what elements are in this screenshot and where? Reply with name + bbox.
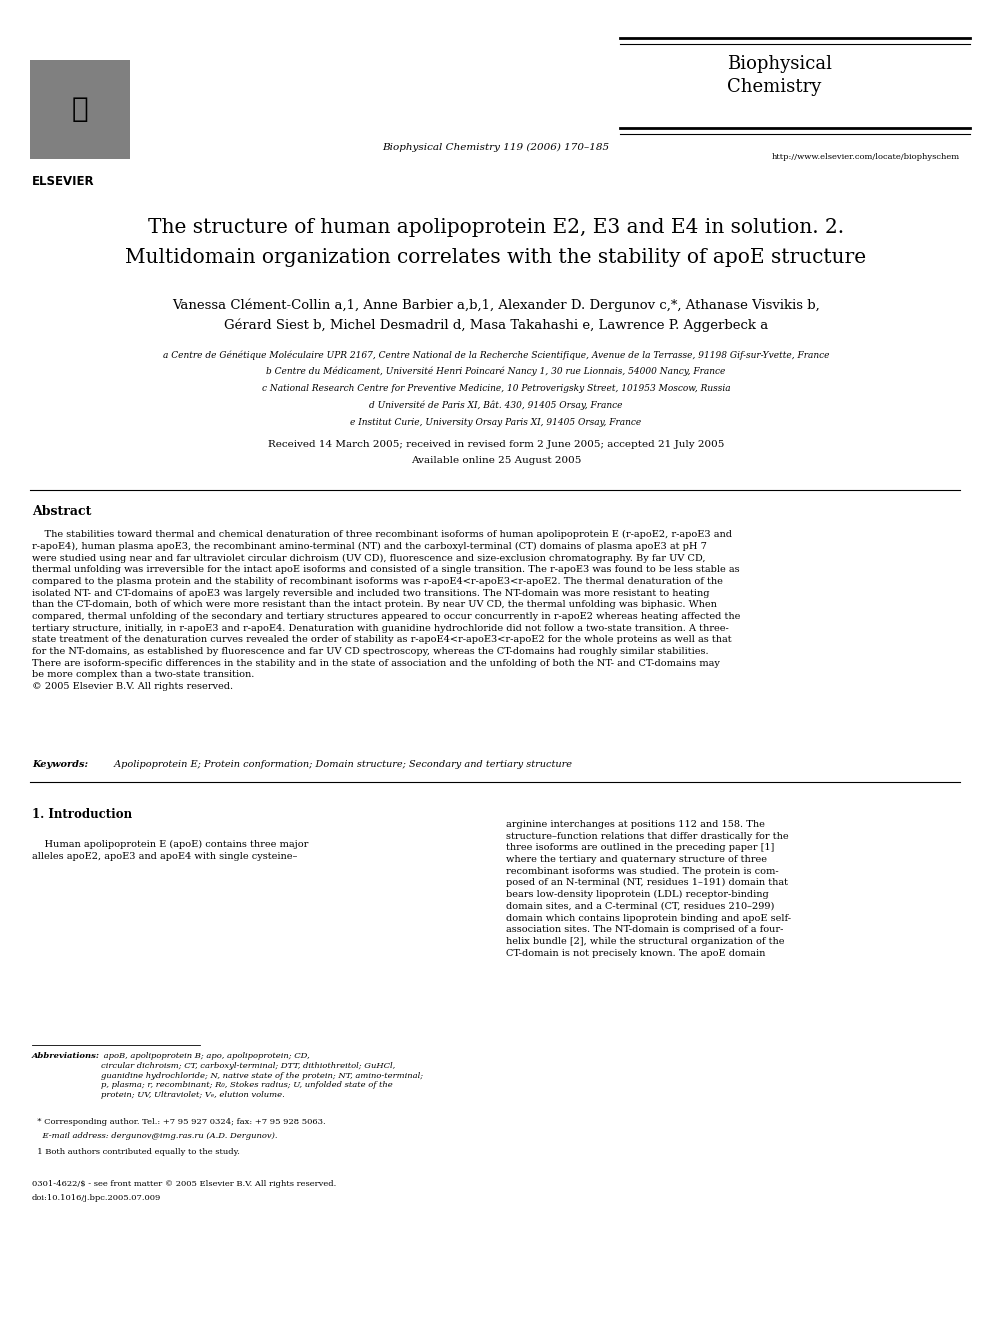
Text: Multidomain organization correlates with the stability of apoE structure: Multidomain organization correlates with… xyxy=(125,247,867,267)
Text: 1. Introduction: 1. Introduction xyxy=(32,808,132,822)
Text: The stabilities toward thermal and chemical denaturation of three recombinant is: The stabilities toward thermal and chemi… xyxy=(32,531,740,691)
Text: a Centre de Génétique Moléculaire UPR 2167, Centre National de la Recherche Scie: a Centre de Génétique Moléculaire UPR 21… xyxy=(163,351,829,360)
Text: 🌲: 🌲 xyxy=(71,95,88,123)
Text: Available online 25 August 2005: Available online 25 August 2005 xyxy=(411,456,581,464)
Text: http://www.elsevier.com/locate/biophyschem: http://www.elsevier.com/locate/biophysch… xyxy=(772,153,960,161)
Text: The structure of human apolipoprotein E2, E3 and E4 in solution. 2.: The structure of human apolipoprotein E2… xyxy=(148,218,844,237)
Text: Abbreviations:: Abbreviations: xyxy=(32,1052,100,1060)
Text: doi:10.1016/j.bpc.2005.07.009: doi:10.1016/j.bpc.2005.07.009 xyxy=(32,1193,162,1203)
Text: ELSEVIER: ELSEVIER xyxy=(32,175,94,188)
Text: e Institut Curie, University Orsay Paris XI, 91405 Orsay, France: e Institut Curie, University Orsay Paris… xyxy=(350,418,642,427)
Text: Biophysical Chemistry 119 (2006) 170–185: Biophysical Chemistry 119 (2006) 170–185 xyxy=(383,143,609,152)
Text: * Corresponding author. Tel.: +7 95 927 0324; fax: +7 95 928 5063.: * Corresponding author. Tel.: +7 95 927 … xyxy=(32,1118,325,1126)
Text: arginine interchanges at positions 112 and 158. The
structure–function relations: arginine interchanges at positions 112 a… xyxy=(506,820,791,958)
Text: 0301-4622/$ - see front matter © 2005 Elsevier B.V. All rights reserved.: 0301-4622/$ - see front matter © 2005 El… xyxy=(32,1180,336,1188)
Text: Gérard Siest b, Michel Desmadril d, Masa Takahashi e, Lawrence P. Aggerbeck a: Gérard Siest b, Michel Desmadril d, Masa… xyxy=(224,318,768,332)
Text: b Centre du Médicament, Université Henri Poincaré Nancy 1, 30 rue Lionnais, 5400: b Centre du Médicament, Université Henri… xyxy=(266,366,726,377)
Text: d Université de Paris XI, Bât. 430, 91405 Orsay, France: d Université de Paris XI, Bât. 430, 9140… xyxy=(369,401,623,410)
Text: E-mail address: dergunov@img.ras.ru (A.D. Dergunov).: E-mail address: dergunov@img.ras.ru (A.D… xyxy=(32,1132,278,1140)
Text: Keywords:: Keywords: xyxy=(32,759,88,769)
Text: Apolipoprotein E; Protein conformation; Domain structure; Secondary and tertiary: Apolipoprotein E; Protein conformation; … xyxy=(111,759,572,769)
Text: Biophysical
Chemistry: Biophysical Chemistry xyxy=(727,56,832,95)
Text: Vanessa Clément-Collin a,1, Anne Barbier a,b,1, Alexander D. Dergunov c,*, Athan: Vanessa Clément-Collin a,1, Anne Barbier… xyxy=(173,298,819,311)
Text: c National Research Centre for Preventive Medicine, 10 Petroverigsky Street, 101: c National Research Centre for Preventiv… xyxy=(262,384,730,393)
Text: apoB, apolipoprotein B; apo, apolipoprotein; CD,
circular dichroism; CT, carboxy: apoB, apolipoprotein B; apo, apolipoprot… xyxy=(101,1052,424,1099)
Text: Received 14 March 2005; received in revised form 2 June 2005; accepted 21 July 2: Received 14 March 2005; received in revi… xyxy=(268,441,724,448)
Text: 1 Both authors contributed equally to the study.: 1 Both authors contributed equally to th… xyxy=(32,1148,240,1156)
Text: Human apolipoprotein E (apoE) contains three major
alleles apoE2, apoE3 and apoE: Human apolipoprotein E (apoE) contains t… xyxy=(32,840,309,861)
Text: Abstract: Abstract xyxy=(32,505,91,519)
